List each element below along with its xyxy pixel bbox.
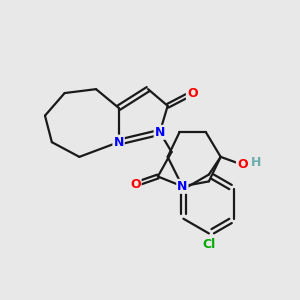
- Text: N: N: [113, 136, 124, 148]
- Text: H: H: [251, 156, 261, 169]
- Text: O: O: [130, 178, 141, 191]
- Text: O: O: [237, 158, 247, 171]
- Text: O: O: [187, 87, 197, 100]
- Text: Cl: Cl: [202, 238, 215, 251]
- Text: N: N: [177, 180, 188, 193]
- Text: N: N: [154, 126, 165, 139]
